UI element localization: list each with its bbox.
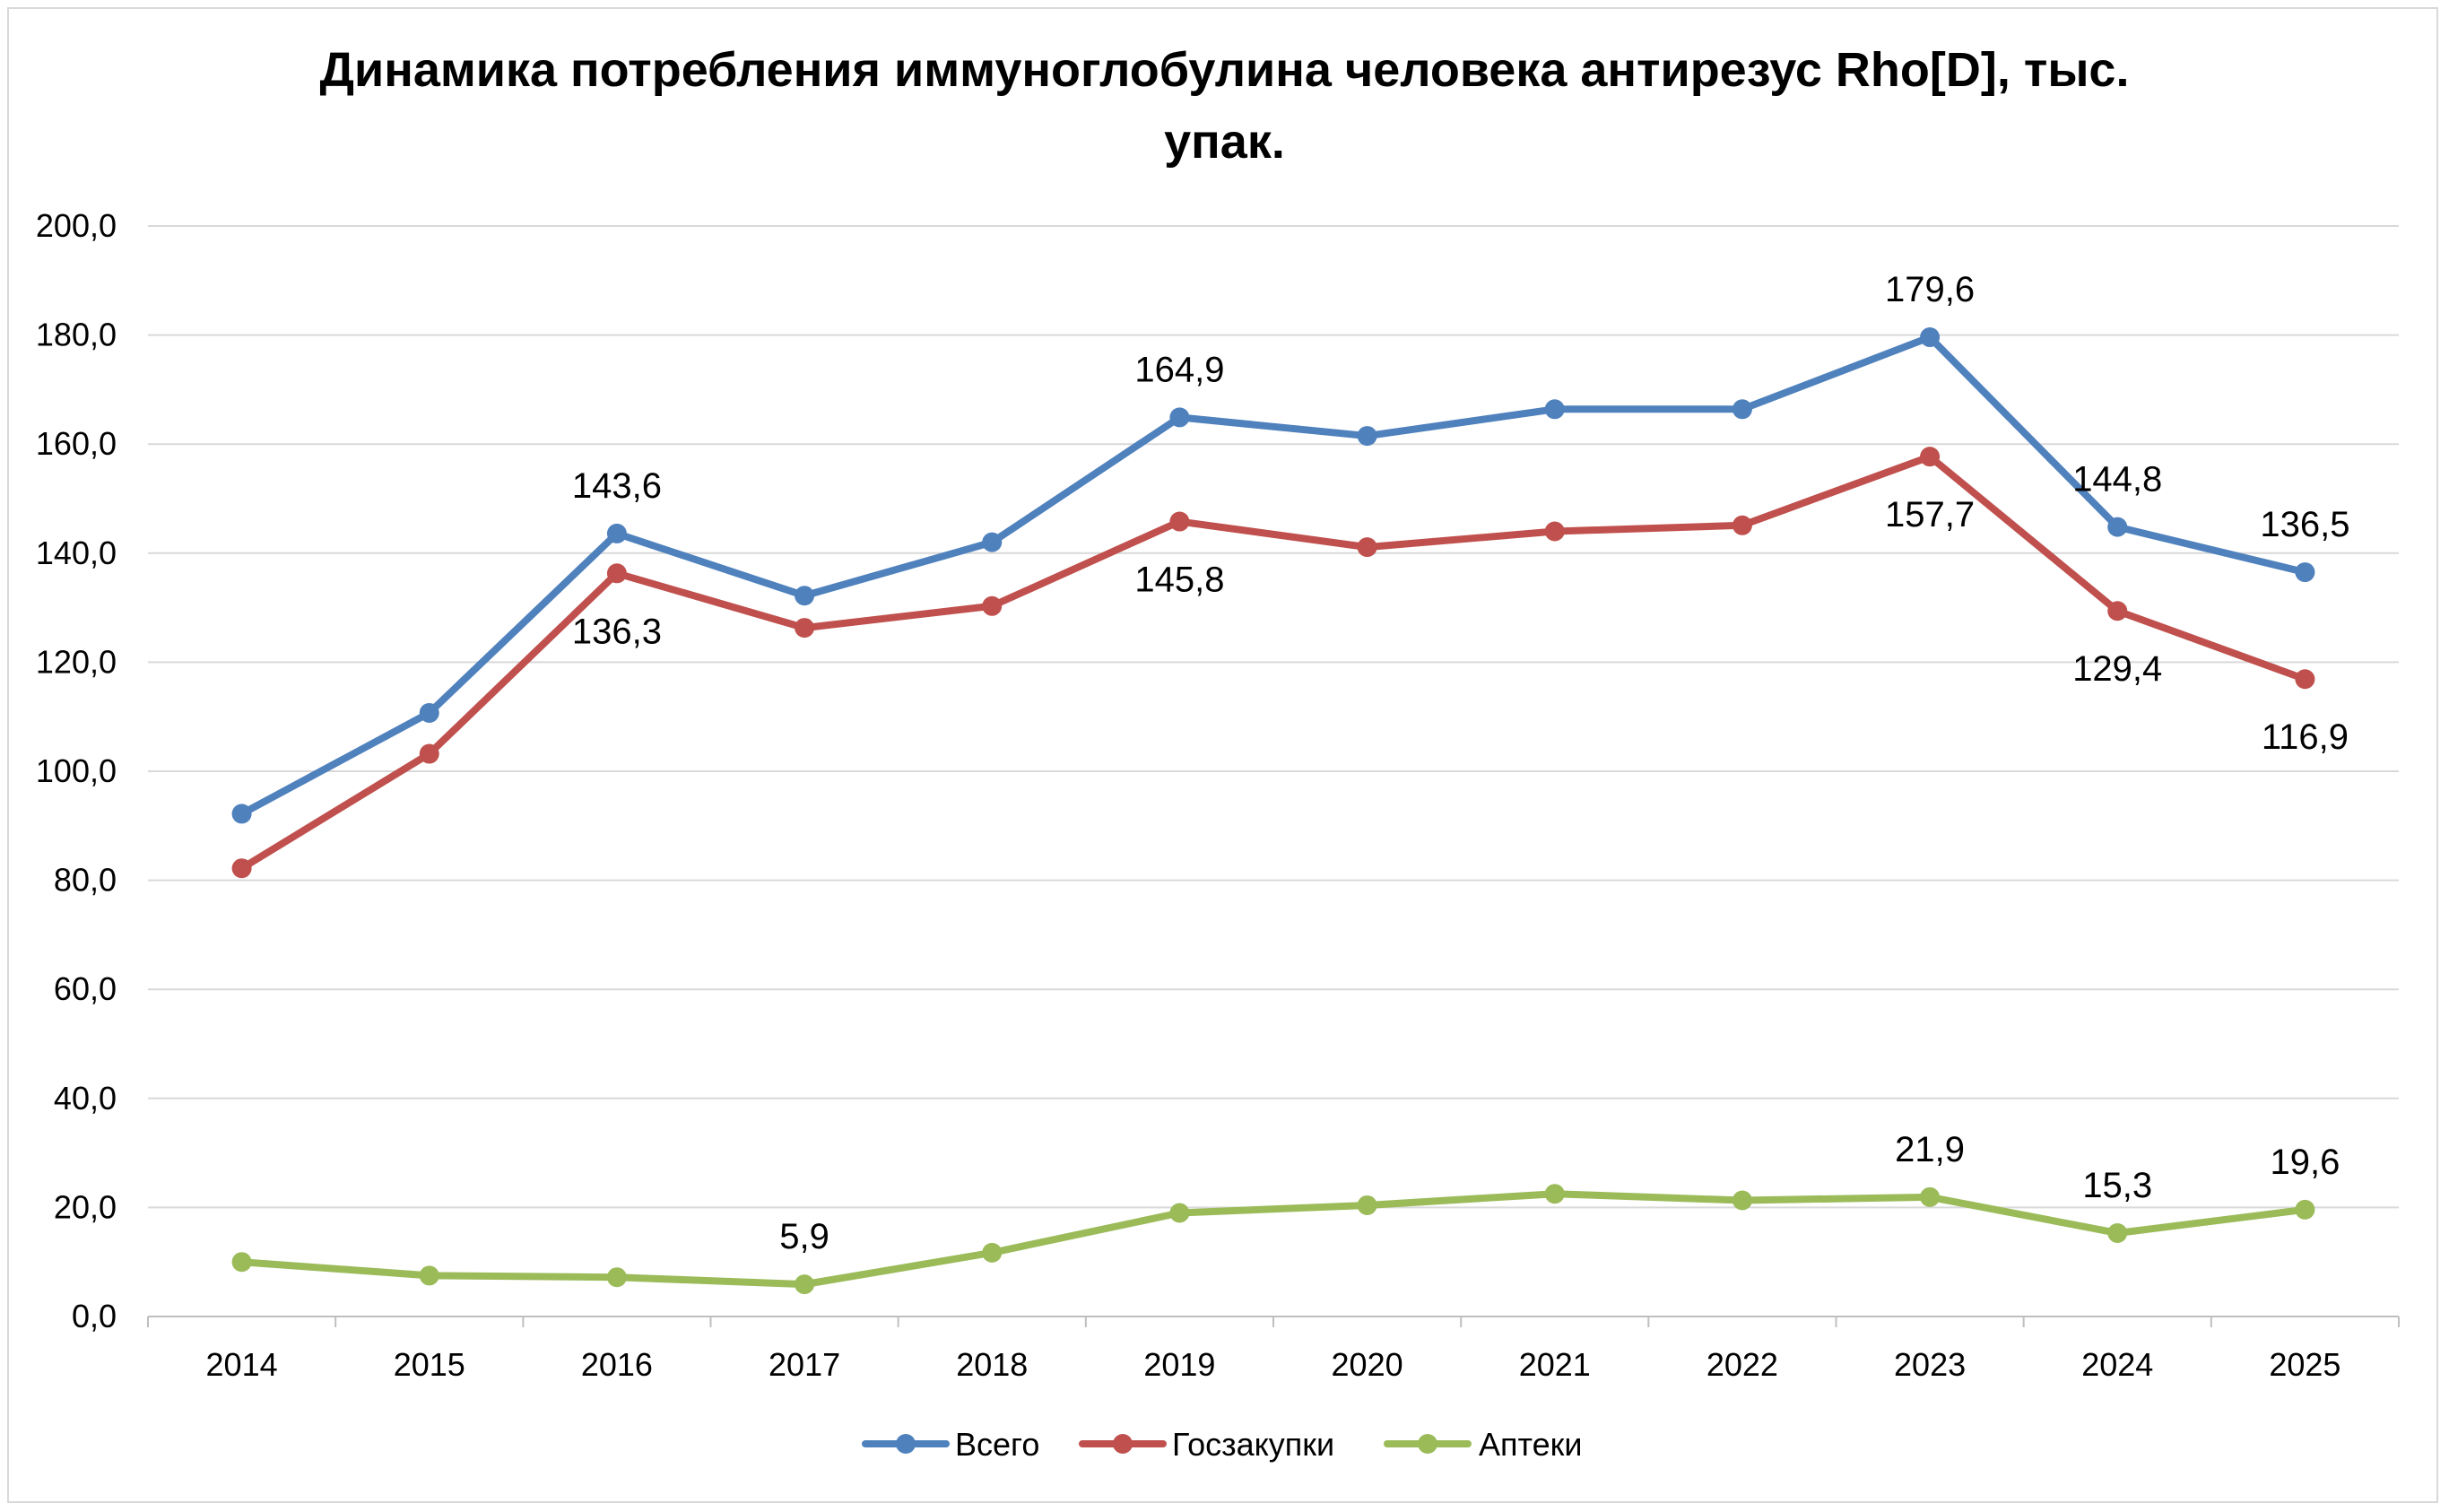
series-2-point (795, 1274, 815, 1295)
series-1-point (982, 595, 1003, 616)
chart-title: Динамика потребления иммуноглобулина чел… (0, 34, 2449, 178)
x-tick-label: 2020 (1332, 1346, 1403, 1383)
series-1-point (1920, 447, 1941, 467)
series-1-point (2295, 669, 2315, 690)
x-tick-label: 2015 (394, 1346, 465, 1383)
legend-item-1[interactable]: Госзакупки (1079, 1426, 1334, 1463)
series-1-point (1732, 515, 1752, 535)
y-tick-label: 0,0 (72, 1298, 117, 1334)
x-tick-label: 2014 (206, 1346, 278, 1383)
series-2-point (1169, 1203, 1190, 1223)
series-1-point (419, 743, 439, 764)
data-labels: 143,6 164,9 179,6 144,8 136,5 136,3 145,8 157,7… (572, 270, 2350, 1256)
series-0-point (1357, 426, 1377, 447)
y-tick-label: 100,0 (36, 752, 117, 789)
series-0-point (1732, 399, 1752, 420)
y-tick-label: 180,0 (36, 317, 117, 353)
legend-item-0[interactable]: Всего (862, 1426, 1039, 1463)
series-line-1 (238, 453, 2309, 873)
series-0-data-label: 179,6 (1885, 270, 1975, 309)
x-tick-label: 2025 (2269, 1346, 2340, 1383)
y-tick-label: 200,0 (36, 207, 117, 244)
legend-label-0: Всего (955, 1426, 1039, 1463)
gridlines (148, 225, 2399, 1317)
y-tick-label: 60,0 (54, 970, 117, 1007)
series-0-point (231, 804, 252, 824)
series-2-point (1732, 1190, 1752, 1211)
y-axis: 0,0 20,0 40,0 60,0 80,0 100,0 120,0 140,0 160,0 1… (36, 207, 117, 1334)
series-1-point (795, 618, 815, 639)
series-0-point (419, 702, 439, 723)
series-2-point (2107, 1222, 2128, 1243)
series-1-point (1169, 511, 1190, 532)
series-2-point (231, 1252, 252, 1273)
series-2-point (419, 1265, 439, 1286)
series-1-data-label: 145,8 (1134, 560, 1224, 600)
series-2-data-label: 19,6 (2270, 1143, 2340, 1182)
y-tick-label: 160,0 (36, 425, 117, 462)
legend-marker-2 (1418, 1434, 1437, 1454)
series-0-data-label: 164,9 (1134, 350, 1224, 389)
series-0-point (1920, 327, 1941, 348)
legend-marker-0 (896, 1434, 916, 1454)
series-1-point (1544, 521, 1565, 542)
series-layer (231, 327, 2315, 1295)
series-0-point (2107, 517, 2128, 537)
x-tick-label: 2023 (1894, 1346, 1966, 1383)
x-tick-label: 2016 (581, 1346, 653, 1383)
series-0-data-label: 136,5 (2260, 505, 2349, 544)
chart-title-line-1: Динамика потребления иммуноглобулина чел… (319, 43, 2130, 97)
x-tick-label: 2017 (769, 1346, 840, 1383)
series-1-data-label: 136,3 (572, 612, 662, 651)
series-2-data-label: 21,9 (1895, 1130, 1965, 1169)
series-2-point (2295, 1199, 2315, 1220)
legend-marker-1 (1113, 1434, 1133, 1454)
x-tick-label: 2022 (1706, 1346, 1778, 1383)
series-1-point (606, 563, 627, 584)
x-tick-label: 2018 (956, 1346, 1028, 1383)
y-tick-label: 80,0 (54, 862, 117, 899)
x-tick-label: 2019 (1143, 1346, 1215, 1383)
series-2-point (1357, 1195, 1377, 1215)
series-0-point (1544, 399, 1565, 420)
series-2-point (1544, 1184, 1565, 1204)
series-2-point (606, 1267, 627, 1288)
x-axis: 2014 2015 2016 2017 2018 2019 2020 2021 2022 2023… (147, 1316, 2400, 1383)
series-0-data-label: 143,6 (572, 466, 662, 506)
chart-frame (7, 7, 2438, 1503)
legend[interactable]: Всего Госзакупки Аптеки (862, 1426, 1582, 1463)
series-2-data-label: 5,9 (779, 1217, 829, 1256)
series-1-point (231, 858, 252, 879)
series-line-2 (238, 1190, 2309, 1289)
y-tick-label: 120,0 (36, 643, 117, 680)
series-0-data-label: 144,8 (2072, 460, 2162, 500)
x-tick-label: 2021 (1519, 1346, 1591, 1383)
y-tick-label: 40,0 (54, 1080, 117, 1117)
series-1-point (1357, 537, 1377, 558)
x-tick-label: 2024 (2081, 1346, 2153, 1383)
series-0-point (795, 586, 815, 606)
y-tick-label: 20,0 (54, 1188, 117, 1225)
legend-label-2: Аптеки (1479, 1426, 1582, 1463)
series-0-point (606, 523, 627, 543)
y-tick-label: 140,0 (36, 534, 117, 571)
series-1-data-label: 157,7 (1885, 495, 1975, 534)
legend-item-2[interactable]: Аптеки (1384, 1426, 1582, 1463)
series-0-point (1169, 407, 1190, 428)
series-1-data-label: 116,9 (2262, 717, 2349, 757)
series-1-point (2107, 601, 2128, 621)
legend-label-1: Госзакупки (1172, 1426, 1334, 1463)
chart-title-line-2: упак. (1164, 115, 1285, 169)
series-0-point (2295, 562, 2315, 583)
series-line-0 (238, 334, 2309, 818)
series-0-point (982, 532, 1003, 552)
series-2-point (1920, 1186, 1941, 1207)
series-2-data-label: 15,3 (2082, 1166, 2152, 1205)
series-2-point (982, 1242, 1003, 1263)
series-1-data-label: 129,4 (2072, 649, 2162, 689)
